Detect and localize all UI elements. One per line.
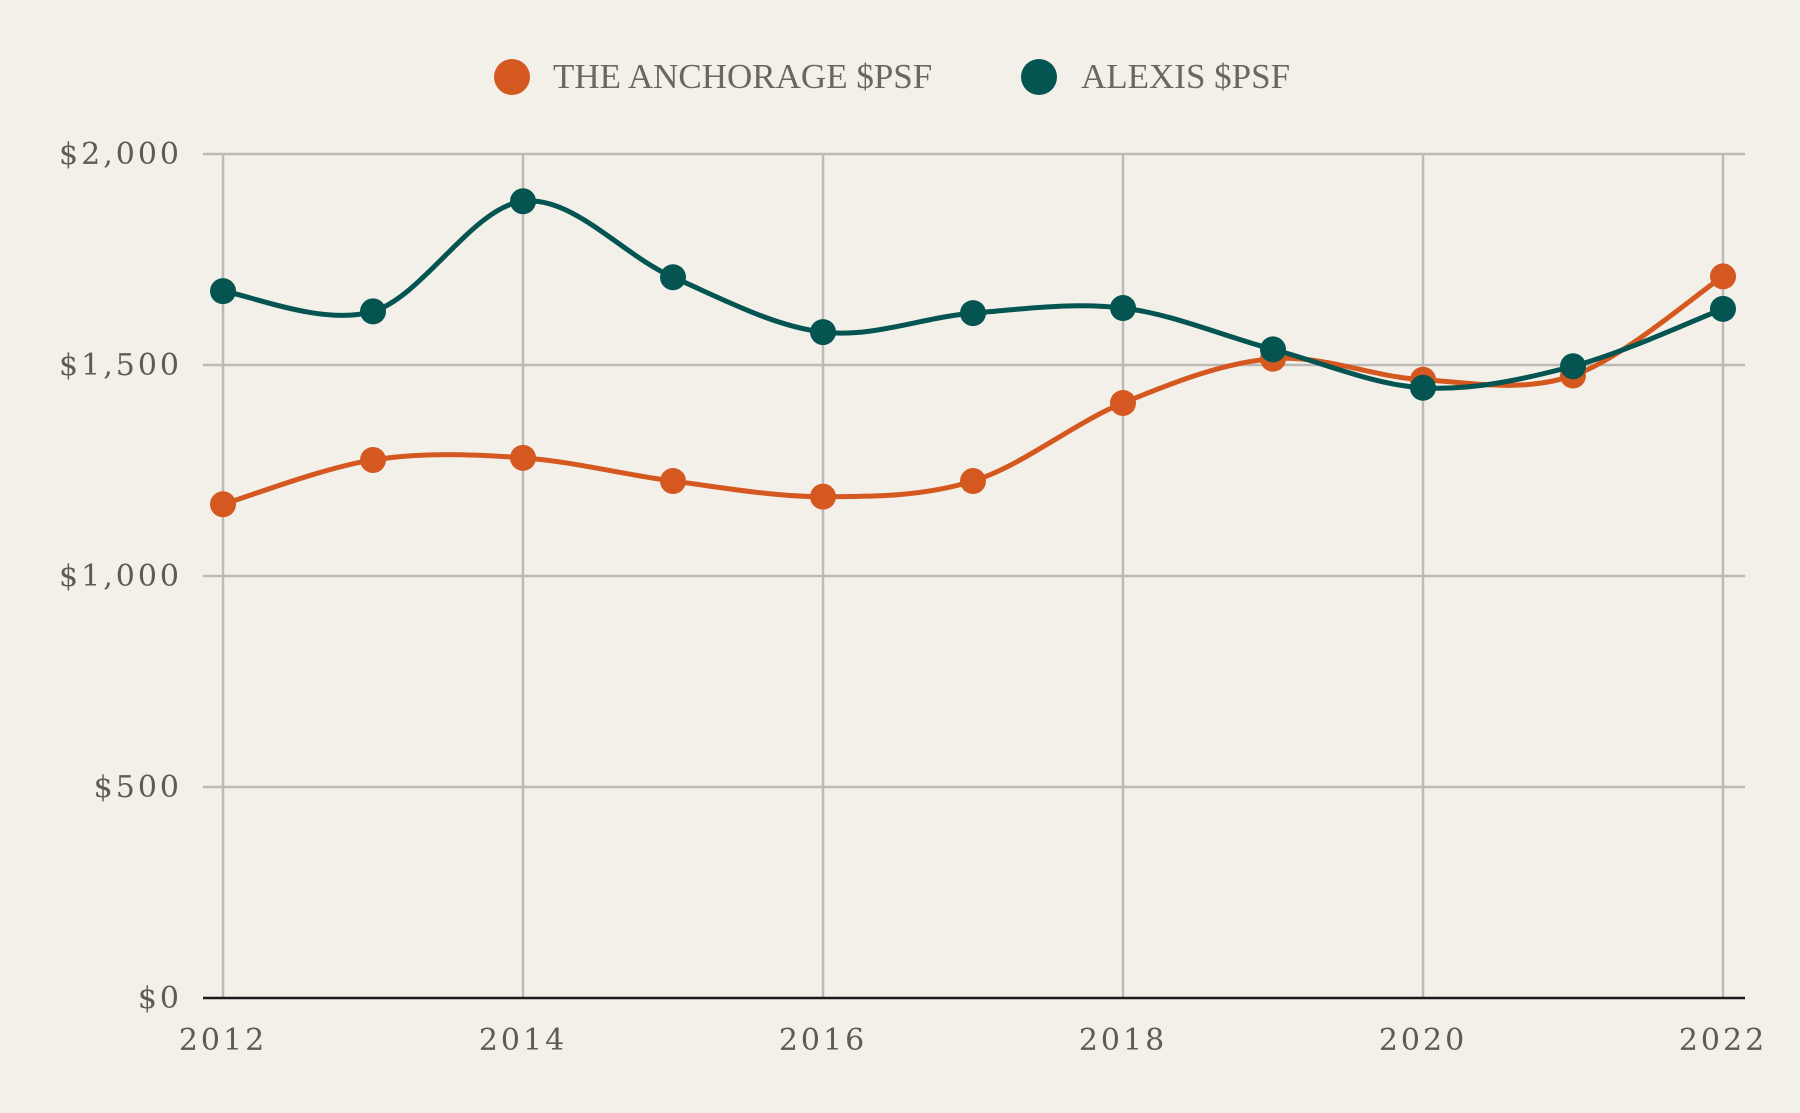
data-point xyxy=(1710,295,1736,322)
legend-item-alexis: ALEXIS $PSF xyxy=(1021,57,1290,96)
y-tick-label: $0 xyxy=(138,981,182,1016)
legend-label-anchorage: THE ANCHORAGE $PSF xyxy=(553,57,932,96)
x-axis-ticks: 2012 2014 2016 2018 2020 2022 xyxy=(179,1023,1767,1058)
legend-label-alexis: ALEXIS $PSF xyxy=(1081,57,1290,96)
data-point xyxy=(210,278,236,305)
y-axis-ticks: $0 $500 $1,000 $1,500 $2,000 xyxy=(59,137,182,1016)
data-point xyxy=(1260,336,1286,363)
x-tick-label: 2022 xyxy=(1679,1023,1767,1058)
series-layer xyxy=(210,188,1736,518)
data-point xyxy=(210,491,236,518)
data-point xyxy=(810,483,836,510)
series-alexis xyxy=(210,188,1736,401)
data-point xyxy=(660,468,686,495)
legend-marker-alexis xyxy=(1021,59,1057,95)
data-point xyxy=(1410,374,1436,401)
data-point xyxy=(360,446,386,473)
data-point xyxy=(1110,295,1136,322)
x-tick-label: 2018 xyxy=(1079,1023,1167,1058)
x-tick-label: 2020 xyxy=(1379,1023,1467,1058)
legend-marker-anchorage xyxy=(494,59,530,95)
y-tick-label: $1,500 xyxy=(59,348,182,383)
data-point xyxy=(1710,263,1736,290)
series-line xyxy=(220,198,1726,391)
y-tick-label: $500 xyxy=(94,770,182,805)
data-point xyxy=(360,298,386,325)
data-point xyxy=(1560,353,1586,380)
data-point xyxy=(960,300,986,327)
x-tick-label: 2012 xyxy=(179,1023,267,1058)
legend: THE ANCHORAGE $PSF ALEXIS $PSF xyxy=(494,57,1290,96)
grid xyxy=(203,152,1745,1000)
y-tick-label: $1,000 xyxy=(59,559,182,594)
data-point xyxy=(510,188,536,215)
data-point xyxy=(960,468,986,495)
x-tick-label: 2014 xyxy=(479,1023,567,1058)
x-tick-label: 2016 xyxy=(779,1023,867,1058)
y-tick-label: $2,000 xyxy=(59,137,182,172)
data-point xyxy=(810,319,836,346)
legend-item-anchorage: THE ANCHORAGE $PSF xyxy=(494,57,932,96)
data-point xyxy=(1110,389,1136,416)
data-point xyxy=(510,444,536,471)
data-point xyxy=(660,264,686,291)
